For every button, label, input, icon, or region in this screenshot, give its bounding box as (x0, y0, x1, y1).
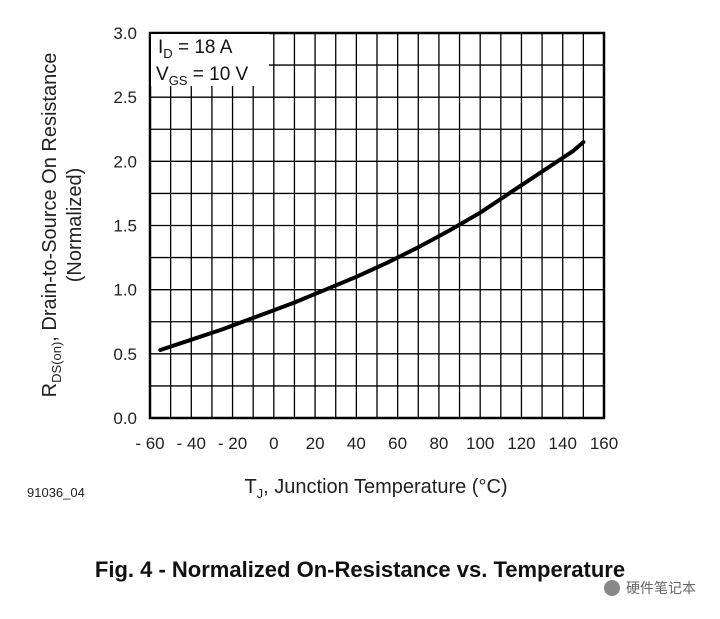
y-tick-label: 1.0 (113, 281, 137, 300)
grid (150, 33, 604, 418)
x-tick-label: 40 (347, 434, 366, 453)
annotation-id: ID = 18 A (158, 37, 233, 61)
x-tick-label: 0 (269, 434, 278, 453)
x-tick-label: 60 (388, 434, 407, 453)
watermark: 硬件笔记本 (604, 578, 696, 598)
x-axis-title: TJ, Junction Temperature (°C) (244, 476, 507, 501)
x-tick-label: - 20 (218, 434, 247, 453)
y-tick-labels: 0.0 0.5 1.0 1.5 2.0 2.5 3.0 (113, 24, 137, 428)
annotation-box (151, 34, 269, 86)
x-tick-label: 80 (429, 434, 448, 453)
figure-code: 91036_04 (27, 485, 85, 500)
y-axis-title: RDS(on), Drain-to-Source On Resistance (39, 53, 64, 398)
y-tick-label: 0.5 (113, 345, 137, 364)
annotation-vgs: VGS = 10 V (156, 64, 249, 88)
x-tick-label: - 40 (177, 434, 206, 453)
y-tick-label: 0.0 (113, 409, 137, 428)
figure-caption: Fig. 4 - Normalized On-Resistance vs. Te… (94, 557, 626, 582)
x-tick-labels: - 60 - 40 - 20 0 20 40 60 80 100 120 140 160 (135, 434, 618, 453)
wechat-logo-icon (604, 580, 620, 596)
x-tick-label: 100 (466, 434, 494, 453)
x-tick-label: 20 (306, 434, 325, 453)
x-tick-label: - 60 (135, 434, 164, 453)
y-tick-label: 1.5 (113, 217, 137, 236)
x-tick-label: 140 (549, 434, 577, 453)
x-tick-label: 120 (507, 434, 535, 453)
plot-frame (148, 31, 606, 420)
series-line (158, 140, 586, 352)
chart: 0.0 0.5 1.0 1.5 2.0 2.5 3.0 - 60 - 40 - 20 0 20 40 6… (27, 24, 618, 501)
y-tick-label: 2.5 (113, 88, 137, 107)
watermark-text: 硬件笔记本 (626, 581, 696, 597)
y-axis-title-line2: (Normalized) (64, 168, 86, 282)
x-tick-label: 160 (590, 434, 618, 453)
y-tick-label: 2.0 (113, 152, 137, 171)
y-tick-label: 3.0 (113, 24, 137, 43)
